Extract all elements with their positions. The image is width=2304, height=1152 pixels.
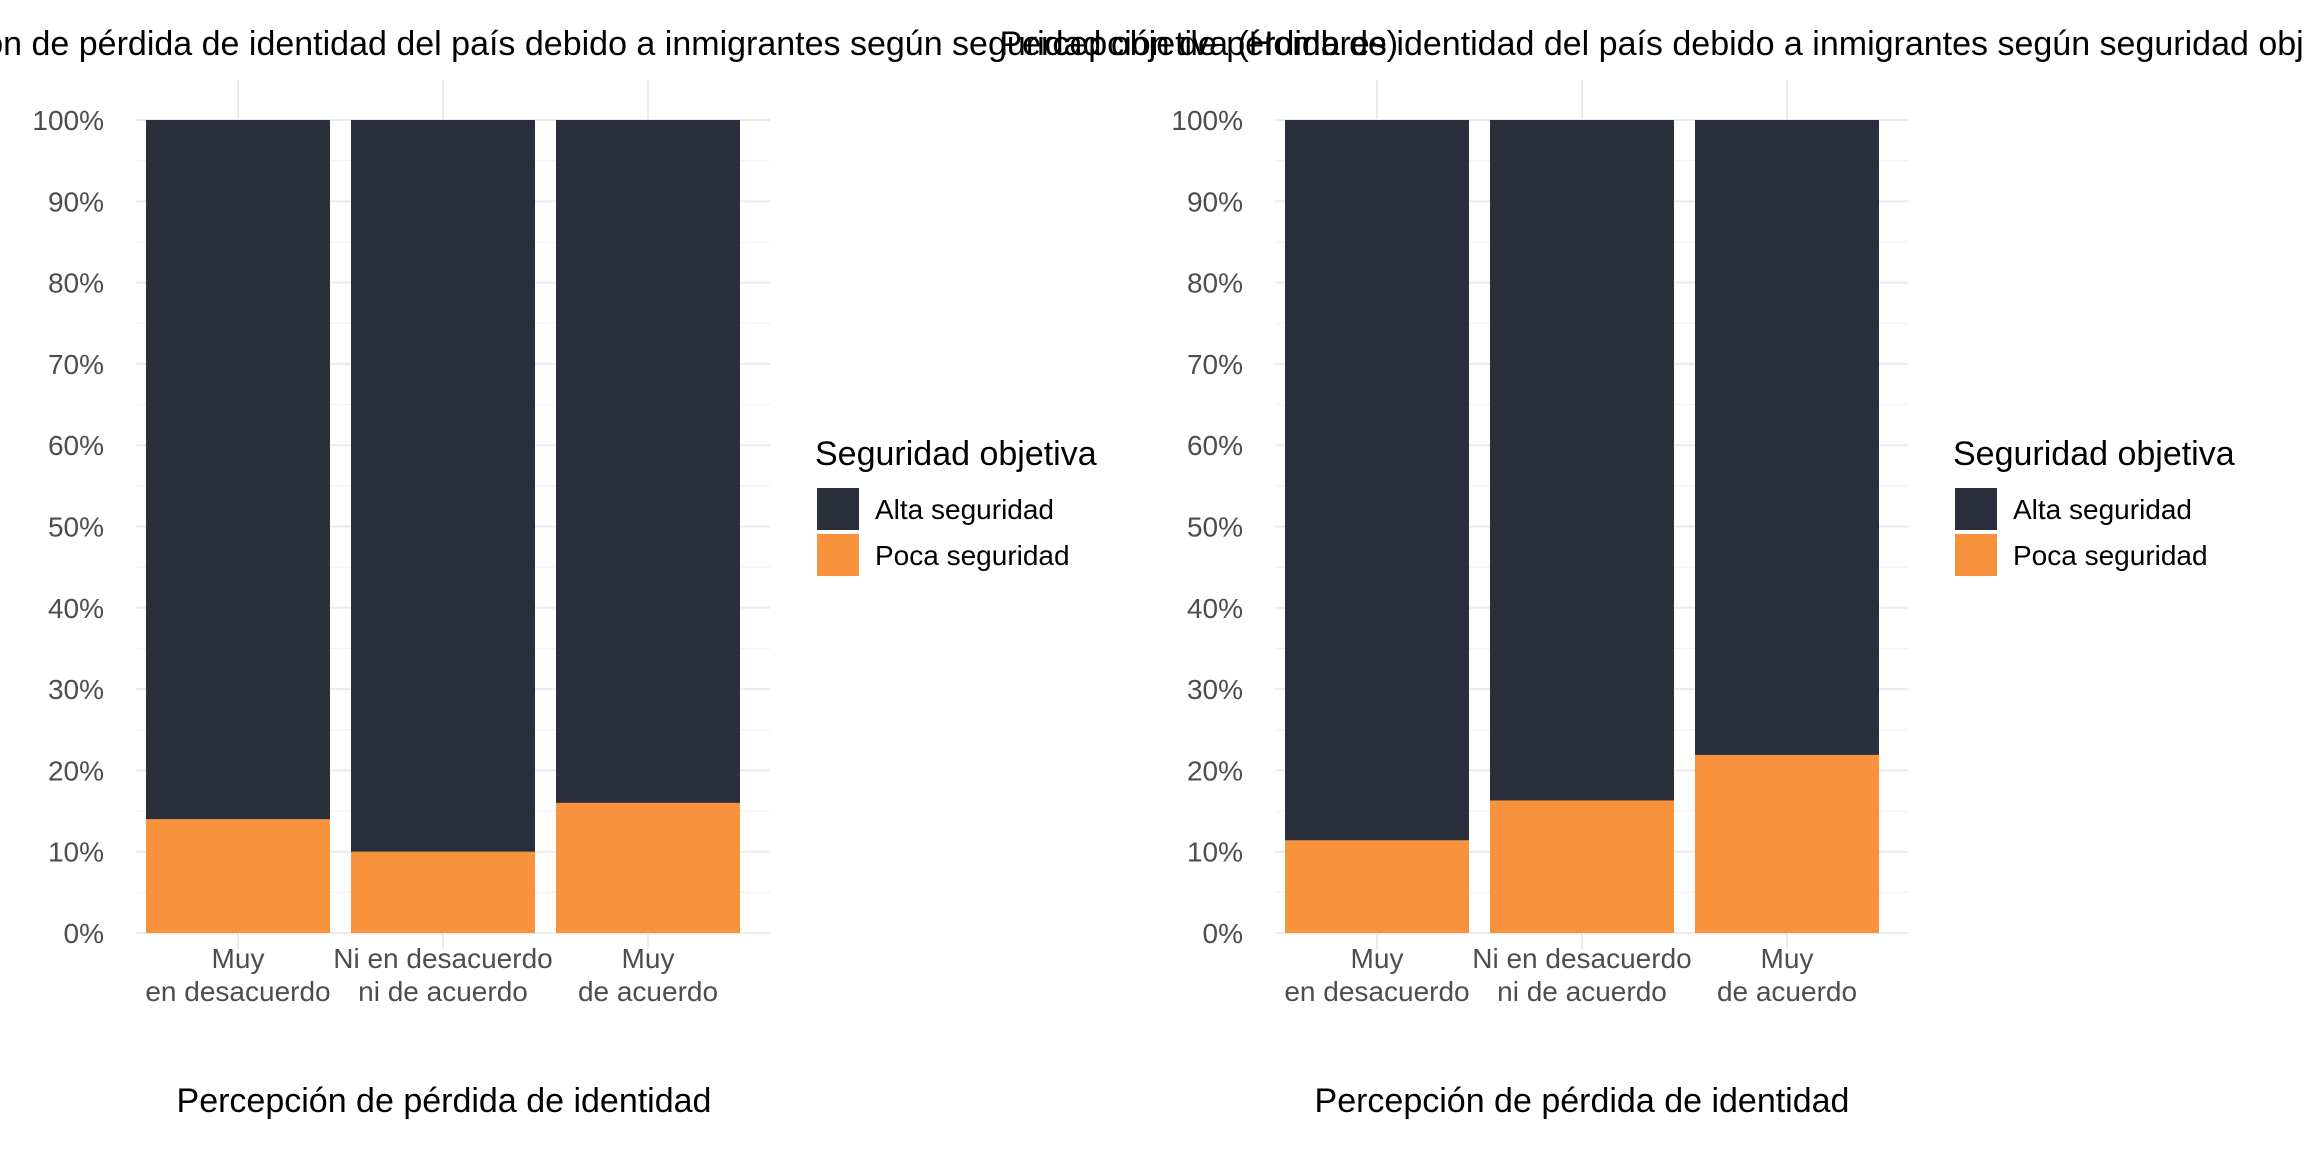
y-tick-label: 90% bbox=[48, 186, 104, 217]
y-tick-label: 90% bbox=[1187, 186, 1243, 217]
x-tick-label: Ni en desacuerdo ni de acuerdo bbox=[1472, 943, 1691, 1007]
legend-label: Poca seguridad bbox=[875, 540, 1070, 571]
x-tick-label: Muy en desacuerdo bbox=[1284, 943, 1469, 1007]
bar-poca-seguridad-3 bbox=[1695, 754, 1879, 933]
y-tick-label: 100% bbox=[32, 105, 104, 136]
legend-title: Seguridad objetiva bbox=[1953, 435, 2235, 473]
x-tick-label: Muy de acuerdo bbox=[578, 943, 718, 1007]
y-tick-label: 80% bbox=[48, 268, 104, 299]
y-axis: 0% 10% 20% 30% 40% 50% 60% 70% 80% 90% 100% bbox=[1171, 105, 1243, 949]
y-tick-label: 70% bbox=[1187, 349, 1243, 380]
y-tick-label: 10% bbox=[48, 837, 104, 868]
x-axis-title: Percepción de pérdida de identidad bbox=[177, 1082, 712, 1120]
x-axis-title: Percepción de pérdida de identidad bbox=[1315, 1082, 1850, 1120]
bar-alta-seguridad-2 bbox=[351, 120, 535, 852]
y-tick-label: 80% bbox=[1187, 268, 1243, 299]
chart-panel-2: 0% 10% 20% 30% 40% 50% 60% 70% 80% 90% 100% Muy en d… bbox=[1171, 80, 2235, 1120]
chart-title: Percepción de pérdida de identidad del p… bbox=[999, 25, 2304, 63]
y-tick-label: 50% bbox=[1187, 512, 1243, 543]
y-tick-label: 20% bbox=[48, 755, 104, 786]
x-tick-label: Ni en desacuerdo ni de acuerdo bbox=[333, 943, 552, 1007]
bar-poca-seguridad-3 bbox=[556, 802, 740, 933]
bar-alta-seguridad-3 bbox=[556, 120, 740, 803]
legend: Seguridad objetiva Alta seguridad Poca seg… bbox=[815, 435, 1097, 576]
legend-label: Alta seguridad bbox=[875, 494, 1054, 525]
chart-title: Percepción de pérdida de identidad del p… bbox=[0, 25, 1398, 63]
legend-label: Alta seguridad bbox=[2013, 494, 2192, 525]
y-tick-label: 60% bbox=[1187, 430, 1243, 461]
bar-poca-seguridad-2 bbox=[1490, 800, 1674, 933]
y-tick-label: 40% bbox=[48, 593, 104, 624]
y-tick-label: 10% bbox=[1187, 837, 1243, 868]
bars bbox=[146, 120, 740, 933]
y-tick-label: 60% bbox=[48, 430, 104, 461]
legend-label: Poca seguridad bbox=[2013, 540, 2208, 571]
bar-poca-seguridad-1 bbox=[146, 819, 330, 933]
bars bbox=[1285, 120, 1879, 933]
y-tick-label: 0% bbox=[64, 918, 104, 949]
y-tick-label: 0% bbox=[1203, 918, 1243, 949]
y-tick-label: 100% bbox=[1171, 105, 1243, 136]
bar-poca-seguridad-1 bbox=[1285, 840, 1469, 933]
y-tick-label: 40% bbox=[1187, 593, 1243, 624]
bar-poca-seguridad-2 bbox=[351, 851, 535, 933]
legend-title: Seguridad objetiva bbox=[815, 435, 1097, 473]
bar-alta-seguridad-1 bbox=[1285, 120, 1469, 841]
x-tick-label: Muy en desacuerdo bbox=[145, 943, 330, 1007]
y-tick-label: 50% bbox=[48, 512, 104, 543]
y-tick-label: 70% bbox=[48, 349, 104, 380]
legend-swatch bbox=[1955, 488, 1997, 530]
y-tick-label: 20% bbox=[1187, 755, 1243, 786]
bar-alta-seguridad-2 bbox=[1490, 120, 1674, 801]
y-tick-label: 30% bbox=[1187, 674, 1243, 705]
bar-alta-seguridad-1 bbox=[146, 120, 330, 820]
y-tick-label: 30% bbox=[48, 674, 104, 705]
legend-swatch bbox=[817, 488, 859, 530]
bar-alta-seguridad-3 bbox=[1695, 120, 1879, 755]
x-tick-label: Muy de acuerdo bbox=[1717, 943, 1857, 1007]
legend: Seguridad objetiva Alta seguridad Poca seg… bbox=[1953, 435, 2235, 576]
chart-panel-1: 0% 10% 20% 30% 40% 50% 60% 70% 80% 90% 100% Muy en d… bbox=[32, 80, 1097, 1120]
legend-swatch bbox=[1955, 534, 1997, 576]
legend-swatch bbox=[817, 534, 859, 576]
y-axis: 0% 10% 20% 30% 40% 50% 60% 70% 80% 90% 100% bbox=[32, 105, 104, 949]
